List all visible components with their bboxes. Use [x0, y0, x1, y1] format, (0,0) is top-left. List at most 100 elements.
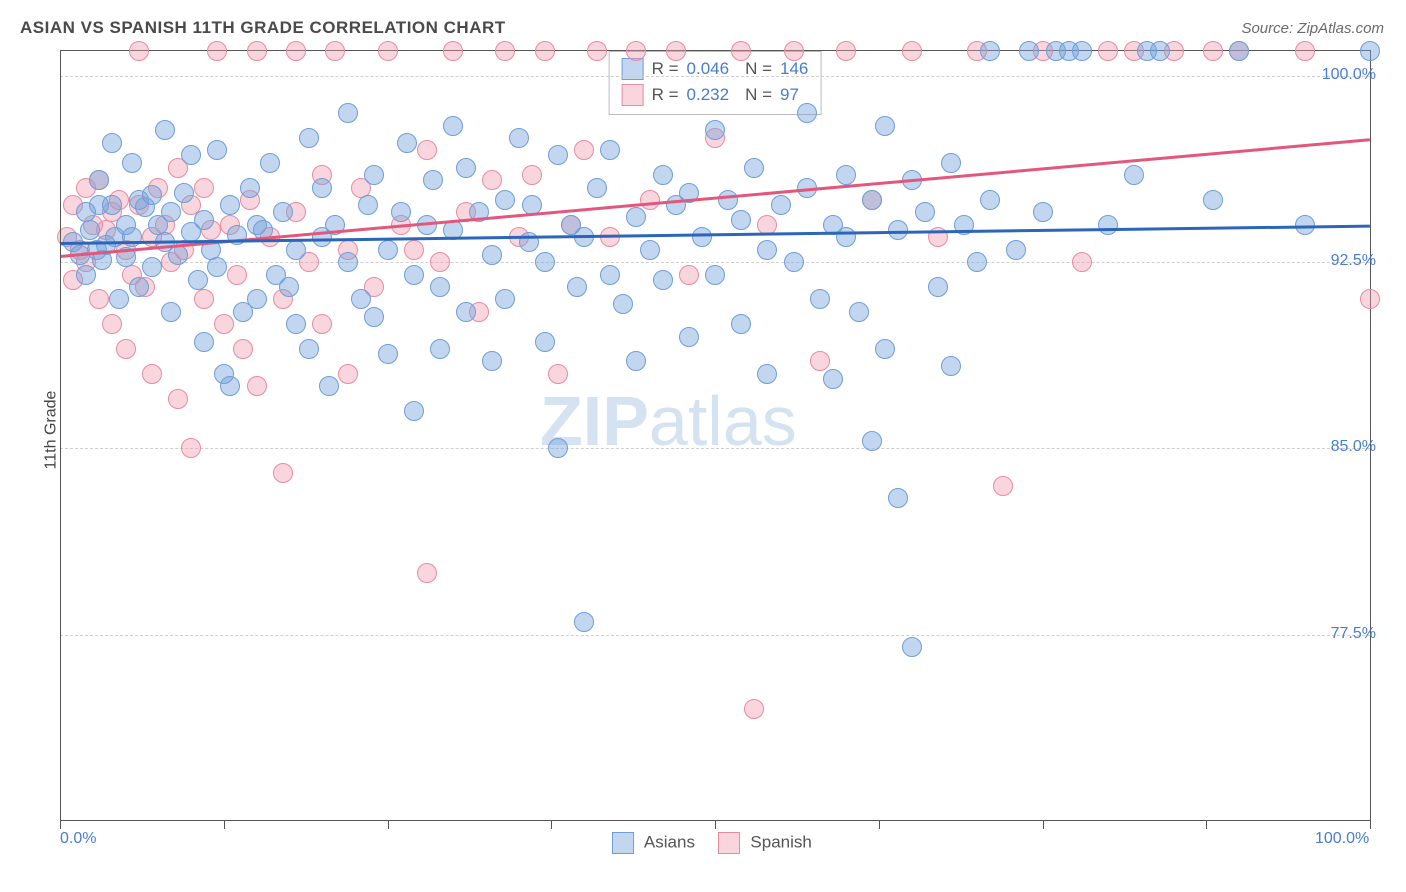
asian-point	[161, 302, 181, 322]
asian-point	[928, 277, 948, 297]
asian-point	[744, 158, 764, 178]
asian-point	[653, 270, 673, 290]
spanish-point	[810, 351, 830, 371]
asian-point	[338, 103, 358, 123]
asian-point	[1019, 41, 1039, 61]
asian-point	[626, 207, 646, 227]
asian-point	[862, 431, 882, 451]
asian-point	[168, 245, 188, 265]
spanish-point	[836, 41, 856, 61]
asian-point	[155, 120, 175, 140]
asian-point	[102, 133, 122, 153]
spanish-point	[417, 140, 437, 160]
asian-point	[102, 195, 122, 215]
asian-point	[122, 153, 142, 173]
gridline	[60, 635, 1370, 636]
asian-point	[1006, 240, 1026, 260]
asian-point	[312, 178, 332, 198]
spanish-point	[247, 376, 267, 396]
source-attribution: Source: ZipAtlas.com	[1241, 20, 1384, 37]
asian-point	[430, 277, 450, 297]
spanish-point	[626, 41, 646, 61]
asian-point	[456, 158, 476, 178]
asian-point	[653, 165, 673, 185]
asian-point	[299, 128, 319, 148]
spanish-point	[273, 463, 293, 483]
spanish-point	[731, 41, 751, 61]
x-tick	[388, 821, 389, 829]
spanish-point	[116, 339, 136, 359]
asian-point	[797, 103, 817, 123]
asian-point	[567, 277, 587, 297]
spanish-point	[404, 240, 424, 260]
asian-point	[443, 116, 463, 136]
spanish-point	[312, 314, 332, 334]
legend-asian-label: Asians	[644, 832, 695, 851]
plot-area: ZIPatlas R =0.046 N =146 R =0.232 N =97	[60, 50, 1371, 821]
legend-spanish-swatch-icon	[718, 832, 740, 854]
gridline	[60, 262, 1370, 263]
spanish-point	[247, 41, 267, 61]
asian-point	[915, 202, 935, 222]
spanish-point	[286, 41, 306, 61]
y-tick-label: 100.0%	[1322, 66, 1376, 84]
asian-point	[679, 327, 699, 347]
asian-point	[771, 195, 791, 215]
asian-point	[1203, 190, 1223, 210]
spanish-point	[1098, 41, 1118, 61]
asian-point	[423, 170, 443, 190]
x-tick	[224, 821, 225, 829]
asian-point	[784, 252, 804, 272]
stats-row-spanish: R =0.232 N =97	[622, 82, 809, 108]
asian-point	[495, 289, 515, 309]
spanish-point	[640, 190, 660, 210]
asian-point	[509, 128, 529, 148]
spanish-point	[495, 41, 515, 61]
asian-point	[980, 190, 1000, 210]
asian-point	[731, 210, 751, 230]
spanish-swatch-icon	[622, 84, 644, 106]
stats-row-asian: R =0.046 N =146	[622, 56, 809, 82]
spanish-point	[227, 265, 247, 285]
asian-point	[378, 240, 398, 260]
spanish-point	[233, 339, 253, 359]
x-tick-label: 0.0%	[60, 830, 96, 848]
asian-point	[535, 252, 555, 272]
asian-point	[299, 339, 319, 359]
spanish-point	[535, 41, 555, 61]
spanish-point	[1203, 41, 1223, 61]
asian-point	[391, 202, 411, 222]
asian-point	[1098, 215, 1118, 235]
asian-point	[378, 344, 398, 364]
asian-point	[600, 265, 620, 285]
x-tick	[60, 821, 61, 829]
asian-point	[80, 220, 100, 240]
asian-point	[319, 376, 339, 396]
asian-point	[260, 153, 280, 173]
asian-point	[286, 240, 306, 260]
spanish-point	[89, 289, 109, 309]
asian-point	[1072, 41, 1092, 61]
spanish-point	[1360, 289, 1380, 309]
asian-point	[273, 202, 293, 222]
asian-point	[1229, 41, 1249, 61]
spanish-point	[142, 364, 162, 384]
asian-point	[941, 153, 961, 173]
asian-point	[757, 240, 777, 260]
spanish-point	[1295, 41, 1315, 61]
asian-point	[718, 190, 738, 210]
asian-point	[980, 41, 1000, 61]
spanish-point	[194, 289, 214, 309]
asian-point	[129, 277, 149, 297]
gridline	[60, 448, 1370, 449]
spanish-point	[574, 140, 594, 160]
spanish-point	[129, 41, 149, 61]
spanish-point	[522, 165, 542, 185]
asian-point	[640, 240, 660, 260]
asian-point	[207, 140, 227, 160]
spanish-point	[548, 364, 568, 384]
asian-point	[240, 178, 260, 198]
spanish-point	[194, 178, 214, 198]
y-tick-label: 92.5%	[1331, 252, 1376, 270]
x-axis	[60, 820, 1370, 821]
